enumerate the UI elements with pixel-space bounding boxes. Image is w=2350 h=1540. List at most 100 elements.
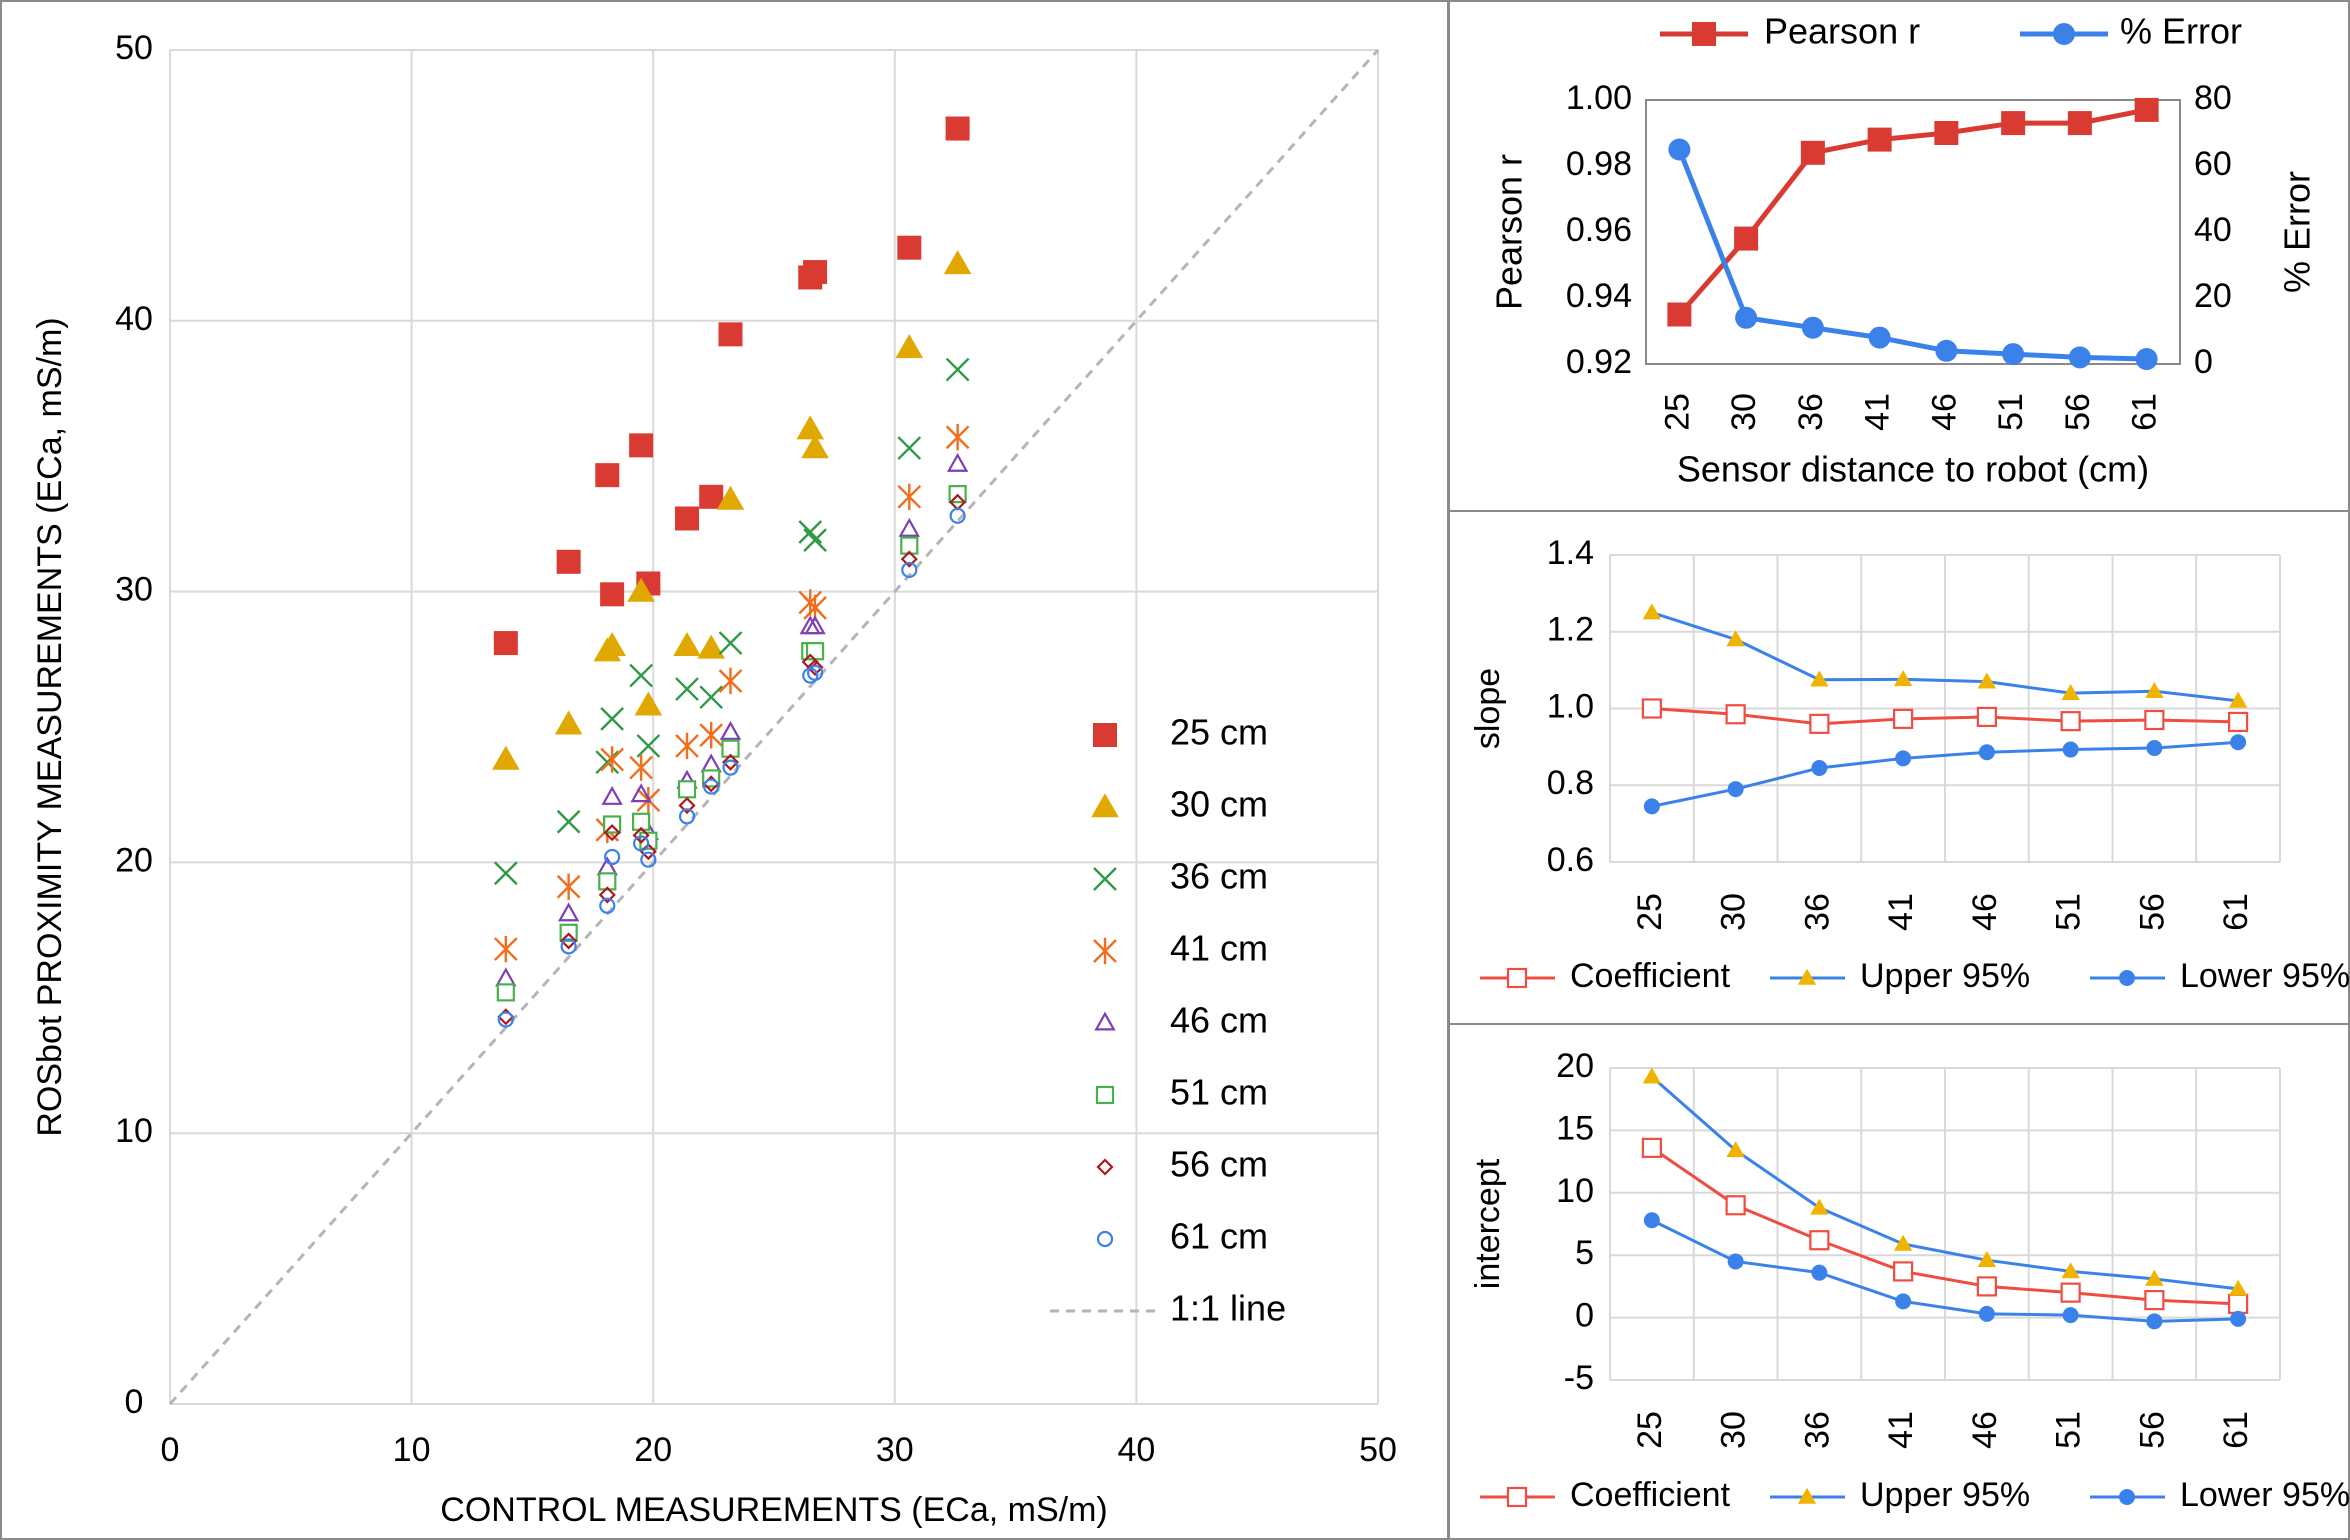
legend-marker-41cm-shape [1093, 937, 1117, 965]
error-y-tick-label: 60 [2194, 145, 2232, 183]
legend-label: 1:1 line [1170, 1288, 1286, 1329]
scatter-point-30cm-shape [697, 634, 725, 659]
scatter-point-25cm-shape [699, 484, 724, 509]
intercept-point-shape [2228, 1293, 2249, 1314]
one-to-one-line [168, 49, 1380, 1405]
scatter-point-46cm-shape [557, 902, 580, 922]
slope-x-tick-label: 41 [1882, 893, 1920, 931]
legend-marker-error [2053, 23, 2075, 45]
scatter-x-axis-title: CONTROL MEASUREMENTS (ECa, mS/m) [440, 1491, 1107, 1529]
legend-marker-25cm-shape [1093, 723, 1117, 747]
scatter-point-36cm-shape [600, 707, 624, 731]
scatter-point-30cm-shape [598, 631, 626, 656]
slope-point [2145, 682, 2164, 699]
scatter-point-46cm-shape [719, 720, 742, 740]
slope-point-shape [1641, 698, 1662, 719]
slope-legend-marker [1506, 967, 1528, 989]
scatter-point-41cm-shape [897, 483, 922, 511]
scatter-point-36cm-shape [945, 357, 970, 382]
scatter-y-tick-label: 30 [115, 571, 153, 609]
scatter-point-56cm-shape [721, 753, 740, 771]
error-point-shape [1935, 339, 1958, 362]
intercept-point [1811, 1264, 1828, 1281]
legend-marker-36cm [1093, 867, 1117, 891]
legend-marker-30cm [1091, 793, 1119, 818]
legend-marker-46cm [1094, 1011, 1116, 1031]
scatter-point-36cm-shape [595, 750, 620, 775]
scatter-point-36cm-shape [897, 436, 922, 460]
intercept-y-tick-label: 5 [1575, 1234, 1594, 1272]
pearson-point-shape [1667, 302, 1692, 327]
scatter-point-36cm-shape [556, 809, 581, 834]
scatter-point-61cm-shape [560, 938, 577, 955]
legend-marker-pearson [1692, 22, 1716, 46]
legend-marker-25cm [1093, 723, 1117, 747]
error-y-tick-label: 80 [2194, 79, 2232, 117]
slope-point [1727, 781, 1744, 798]
slope-point-shape [1725, 704, 1746, 725]
error-point [1935, 339, 1958, 362]
intercept-legend-marker-shape [1797, 1487, 1817, 1504]
intercept-point [1642, 1067, 1662, 1084]
slope-point-shape [2144, 709, 2165, 731]
slope-x-tick-label: 30 [1715, 893, 1753, 931]
intercept-point-shape [2145, 1269, 2164, 1286]
scatter-point-25cm-shape [595, 463, 620, 488]
scatter-y-tick-label: 0 [125, 1383, 144, 1421]
pearson-point-shape [1867, 127, 1892, 152]
scatter-point-56cm-shape [806, 658, 824, 676]
scatter-point-30cm [697, 634, 725, 659]
legend-marker-56cm-shape [1096, 1158, 1114, 1176]
scatter-point-46cm [630, 783, 652, 803]
error-point-shape [2002, 343, 2025, 366]
pearson-y-tick-label: 0.94 [1566, 277, 1632, 315]
scatter-point-41cm-shape [699, 721, 724, 749]
intercept-point [1809, 1230, 1830, 1251]
scatter-point-61cm-shape [633, 835, 650, 852]
slope-point [1641, 698, 1662, 719]
scatter-point-36cm [600, 707, 624, 731]
scatter-point-61cm [560, 938, 577, 955]
error-y-tick-label: 20 [2194, 277, 2232, 315]
scatter-point-30cm [716, 485, 745, 510]
scatter-point-30cm-shape [716, 485, 745, 510]
slope-x-tick-label: 56 [2133, 893, 2171, 931]
intercept-point [1725, 1195, 1746, 1216]
slope-legend-marker-shape [1506, 967, 1528, 989]
legend-marker-30cm-shape [1091, 793, 1119, 818]
intercept-legend-marker [1797, 1487, 1817, 1504]
intercept-point-shape [1893, 1234, 1913, 1251]
scatter-point-30cm-shape [492, 745, 520, 770]
scatter-point-41cm [718, 667, 743, 695]
scatter-point-61cm [640, 851, 657, 868]
slope-line-upper-95- [1651, 611, 2239, 703]
scatter-point-56cm-shape [678, 796, 696, 815]
intercept-point-shape [1642, 1067, 1662, 1084]
slope-y-tick-label: 1.2 [1547, 611, 1594, 649]
scatter-point-36cm [718, 631, 743, 655]
scatter-point-51cm-shape [702, 769, 721, 788]
error-y-tick-label: 0 [2194, 343, 2213, 381]
slope-point [1810, 670, 1829, 687]
scatter-point-36cm-shape [493, 861, 518, 886]
scatter-point-30cm [801, 434, 829, 459]
intercept-line-coefficient [1651, 1146, 2239, 1306]
scatter-point-46cm-shape [898, 517, 920, 537]
scatter-x-tick-label: 20 [634, 1431, 672, 1469]
scatter-point-25cm-shape [556, 549, 581, 574]
scatter-point-56cm [678, 796, 696, 815]
pearson-x-axis-title: Sensor distance to robot (cm) [1677, 449, 2149, 490]
intercept-legend-marker-shape [2119, 1489, 2135, 1505]
scatter-y-tick-label: 10 [115, 1112, 153, 1150]
scatter-point-61cm-shape [703, 778, 720, 795]
scatter-point-61cm [599, 897, 616, 914]
slope-y-tick-label: 0.8 [1547, 764, 1594, 802]
legend-label-error: % Error [2120, 11, 2242, 52]
pearson-point [1667, 302, 1692, 327]
slope-point [1726, 630, 1745, 647]
slope-point-shape [1893, 670, 1913, 687]
slope-point-shape [2228, 711, 2249, 733]
scatter-point-25cm-shape [629, 433, 654, 458]
scatter-x-tick-label: 40 [1117, 1431, 1155, 1469]
scatter-point-41cm-shape [945, 424, 970, 451]
